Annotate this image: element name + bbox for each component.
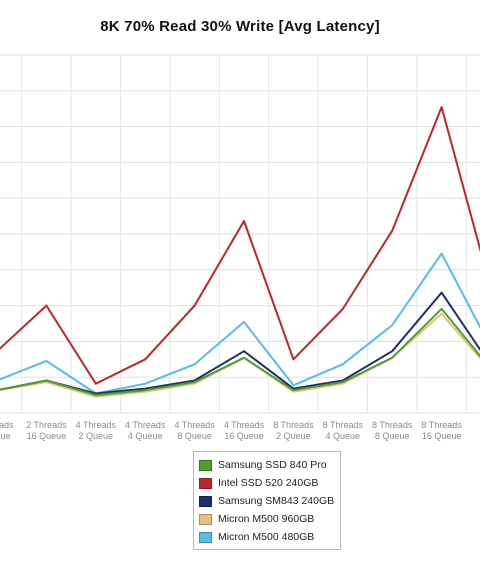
legend-swatch (199, 513, 212, 525)
legend-label: Samsung SM843 240GB (218, 495, 335, 507)
series-line (0, 307, 480, 397)
legend-item: Samsung SSD 840 Pro (199, 456, 335, 474)
x-tick-label: 4 Threads 2 Queue (76, 420, 117, 441)
legend-swatch (199, 459, 212, 471)
x-tick-label: 2 Threads 16 Queue (26, 420, 67, 441)
x-tick-label: 8 Threads 2 Queue (273, 420, 314, 441)
x-tick-label: 8 Threads 16 Queue (421, 420, 462, 441)
legend-label: Micron M500 960GB (218, 513, 315, 525)
legend-item: Samsung SM843 240GB (199, 492, 335, 510)
legend-swatch (199, 495, 212, 507)
x-tick-label: 8 Threads 4 Queue (323, 420, 364, 441)
legend-label: Intel SSD 520 240GB (218, 477, 319, 489)
x-tick-label: 4 Threads 8 Queue (174, 420, 215, 441)
legend-item: Micron M500 480GB (199, 528, 335, 546)
legend-swatch (199, 477, 212, 489)
legend-item: Micron M500 960GB (199, 510, 335, 528)
x-tick-label: 4 Threads 16 Queue (224, 420, 265, 441)
chart-title: 8K 70% Read 30% Write [Avg Latency] (100, 18, 380, 35)
legend-label: Micron M500 480GB (218, 531, 315, 543)
series-line (0, 252, 480, 395)
x-tick-label: 4 Threads 4 Queue (125, 420, 166, 441)
legend-label: Samsung SSD 840 Pro (218, 459, 327, 471)
x-tick-label: ThreadsQueue (0, 420, 14, 441)
chart-legend: Samsung SSD 840 Pro Intel SSD 520 240GB Sa… (193, 451, 341, 550)
series-line (0, 106, 480, 385)
legend-item: Intel SSD 520 240GB (199, 474, 335, 492)
series-line (0, 291, 480, 395)
x-tick-label: 8 Threads 8 Queue (372, 420, 413, 441)
legend-swatch (199, 531, 212, 543)
